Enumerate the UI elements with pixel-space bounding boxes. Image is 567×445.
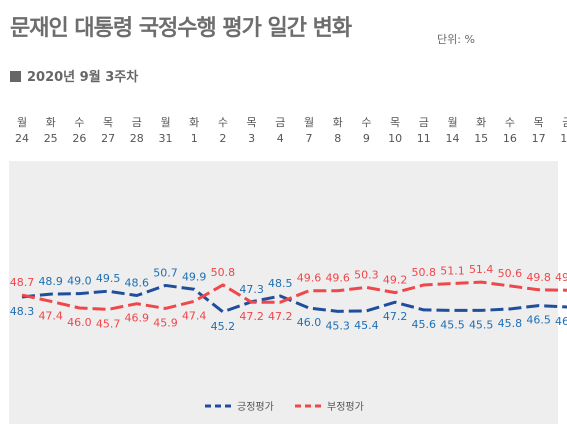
legend-label: 긍정평가 <box>237 401 274 413</box>
negative-data-label: 48.7 <box>10 276 35 289</box>
weekday-label: 월 <box>447 116 457 129</box>
positive-data-label: 48.9 <box>38 275 63 288</box>
positive-data-label: 45.8 <box>498 317 523 330</box>
negative-series-line <box>21 280 567 311</box>
weekday-label: 수 <box>74 116 84 129</box>
negative-data-label: 46.9 <box>125 312 150 325</box>
weekday-label: 화 <box>189 116 199 129</box>
x-tick-label: 15 <box>474 132 488 145</box>
negative-data-label: 49.7 <box>555 271 567 284</box>
negative-data-label: 49.8 <box>526 271 551 284</box>
weekday-label: 화 <box>476 116 486 129</box>
x-tick-label: 7 <box>306 132 313 145</box>
positive-data-label: 49.0 <box>67 275 92 288</box>
x-tick-label: 31 <box>159 132 173 145</box>
positive-data-label: 46.2 <box>555 315 567 328</box>
period-text: 2020년 9월 3주차 <box>27 70 139 85</box>
negative-data-label: 49.6 <box>297 272 322 285</box>
x-tick-label: 1 <box>191 132 198 145</box>
weekday-label: 화 <box>333 116 343 129</box>
negative-data-label: 49.6 <box>325 272 350 285</box>
negative-data-label: 47.4 <box>182 309 207 322</box>
positive-data-label: 45.3 <box>325 319 350 332</box>
negative-data-label: 47.2 <box>268 310 293 323</box>
bullet-square-icon <box>10 71 21 82</box>
x-tick-label: 8 <box>334 132 341 145</box>
weekday-label: 목 <box>534 116 544 129</box>
x-tick-label: 28 <box>130 132 144 145</box>
negative-data-label: 47.4 <box>38 309 63 322</box>
positive-data-label: 49.5 <box>96 272 121 285</box>
period-label: 2020년 9월 3주차 <box>10 66 138 85</box>
x-tick-label: 18 <box>560 132 567 145</box>
weekday-label: 월 <box>17 116 27 129</box>
x-tick-label: 24 <box>15 132 29 145</box>
negative-data-label: 50.6 <box>498 267 523 280</box>
weekday-label: 금 <box>419 116 429 129</box>
x-tick-label: 11 <box>417 132 431 145</box>
negative-data-label: 51.4 <box>469 263 494 276</box>
x-tick-label: 4 <box>277 132 284 145</box>
negative-data-label: 50.8 <box>211 266 236 279</box>
legend-label: 부정평가 <box>327 401 364 413</box>
negative-data-label: 46.0 <box>67 316 92 329</box>
weekday-label: 금 <box>132 116 142 129</box>
weekday-label: 목 <box>390 116 400 129</box>
x-tick-label: 26 <box>72 132 86 145</box>
x-tick-label: 10 <box>388 132 402 145</box>
chart-title: 문재인 대통령 국정수행 평가 일간 변화 <box>10 16 352 41</box>
positive-data-label: 48.6 <box>125 277 150 290</box>
weekday-label: 수 <box>361 116 371 129</box>
positive-data-label: 48.3 <box>10 305 35 318</box>
x-tick-label: 27 <box>101 132 115 145</box>
weekday-label: 월 <box>160 116 170 129</box>
positive-series-line <box>21 283 567 314</box>
positive-data-label: 48.5 <box>268 277 293 290</box>
weekday-label: 금 <box>562 116 567 129</box>
x-tick-label: 14 <box>446 132 460 145</box>
positive-data-label: 45.2 <box>211 320 236 333</box>
positive-data-label: 47.3 <box>239 283 264 296</box>
negative-data-label: 50.8 <box>412 266 437 279</box>
positive-data-label: 45.5 <box>440 318 465 331</box>
x-tick-label: 16 <box>503 132 517 145</box>
x-tick-label: 2 <box>219 132 226 145</box>
x-tick-label: 3 <box>248 132 255 145</box>
weekday-label: 수 <box>505 116 515 129</box>
negative-data-label: 50.3 <box>354 268 379 281</box>
negative-data-label: 45.7 <box>96 317 121 330</box>
positive-data-label: 46.0 <box>297 316 322 329</box>
positive-data-label: 45.5 <box>469 318 494 331</box>
weekday-label: 금 <box>275 116 285 129</box>
negative-data-label: 49.2 <box>383 274 408 287</box>
plot-area <box>9 161 558 424</box>
negative-data-label: 47.2 <box>239 310 264 323</box>
x-tick-label: 9 <box>363 132 370 145</box>
positive-data-label: 47.2 <box>383 310 408 323</box>
positive-data-label: 45.4 <box>354 319 379 332</box>
unit-label: 단위: % <box>437 33 475 46</box>
x-tick-label: 25 <box>44 132 58 145</box>
weekday-label: 화 <box>46 116 56 129</box>
negative-data-label: 51.1 <box>440 265 465 278</box>
x-tick-label: 17 <box>532 132 546 145</box>
weekday-label: 수 <box>218 116 228 129</box>
positive-data-label: 50.7 <box>153 266 178 279</box>
weekday-label: 월 <box>304 116 314 129</box>
positive-data-label: 46.5 <box>526 314 551 327</box>
weekday-label: 목 <box>247 116 257 129</box>
negative-data-label: 45.9 <box>153 316 178 329</box>
positive-data-label: 45.6 <box>412 318 437 331</box>
weekday-label: 목 <box>103 116 113 129</box>
positive-data-label: 49.9 <box>182 270 207 283</box>
